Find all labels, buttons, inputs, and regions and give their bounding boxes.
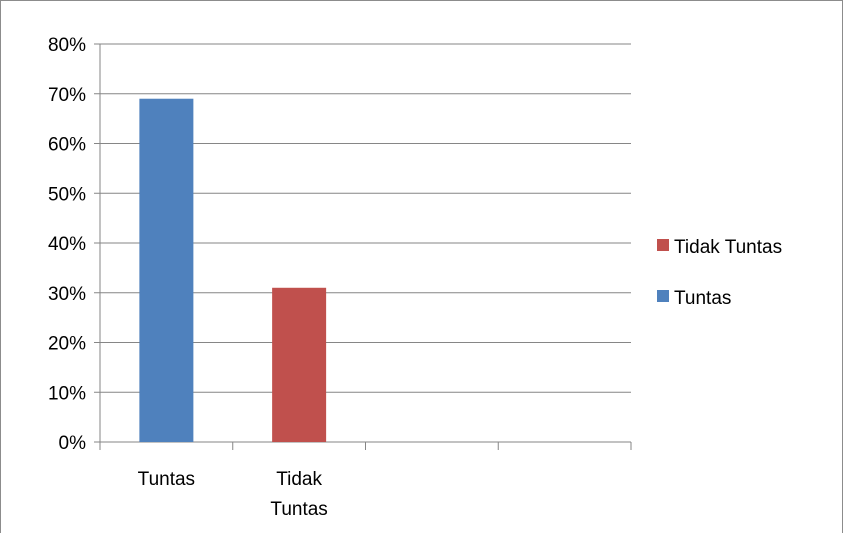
legend-label: Tuntas [674, 288, 731, 309]
y-tick-label: 10% [48, 383, 86, 404]
legend-label: Tidak Tuntas [674, 237, 782, 258]
y-tick-label: 50% [48, 184, 86, 205]
y-tick-label: 70% [48, 85, 86, 106]
y-tick-label: 80% [48, 35, 86, 56]
y-tick-label: 30% [48, 284, 86, 305]
bar-tidak-tuntas [272, 287, 327, 442]
x-tick-label: Tuntas [270, 499, 327, 520]
bar-tuntas [139, 98, 194, 442]
y-tick-label: 20% [48, 334, 86, 355]
y-tick-label: 60% [48, 135, 86, 156]
y-tick-label: 40% [48, 234, 86, 255]
x-tick-label: Tuntas [138, 469, 195, 490]
y-tick-label: 0% [59, 433, 87, 454]
x-tick-label: Tidak [276, 469, 322, 490]
legend-swatch [657, 239, 669, 251]
legend-swatch [657, 290, 669, 302]
